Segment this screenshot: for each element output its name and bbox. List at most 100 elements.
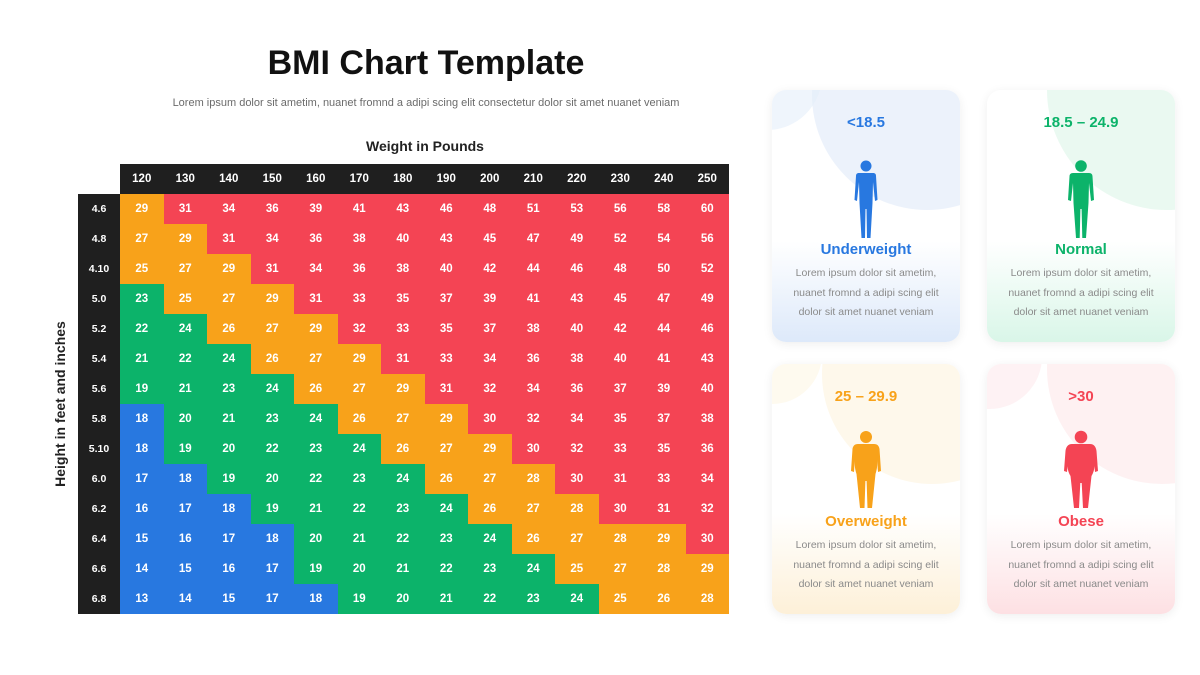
bmi-cell: 44 xyxy=(642,314,686,344)
bmi-cell: 46 xyxy=(555,254,599,284)
category-label: Normal xyxy=(1055,241,1107,258)
bmi-cell: 52 xyxy=(685,254,729,284)
bmi-cell: 27 xyxy=(598,554,642,584)
grid-corner xyxy=(78,164,120,194)
bmi-cell: 16 xyxy=(163,524,207,554)
bmi-cell: 20 xyxy=(294,524,338,554)
desc-line: Lorem ipsum dolor sit ametim, xyxy=(795,267,937,279)
bmi-cell: 23 xyxy=(207,374,251,404)
bmi-cell: 32 xyxy=(555,434,599,464)
bmi-cell: 60 xyxy=(685,194,729,224)
card-normal: 18.5 – 24.9 Normal Lorem ipsum dolor sit… xyxy=(987,90,1175,342)
bmi-cell: 36 xyxy=(511,344,555,374)
bmi-cell: 15 xyxy=(120,524,164,554)
bmi-cell: 26 xyxy=(468,494,512,524)
bmi-cell: 29 xyxy=(685,554,729,584)
bmi-cell: 37 xyxy=(598,374,642,404)
card-description: Lorem ipsum dolor sit ametim, nuanet fro… xyxy=(782,264,950,323)
bmi-cell: 16 xyxy=(120,494,164,524)
bmi-cell: 27 xyxy=(207,284,251,314)
bmi-cell: 14 xyxy=(120,554,164,584)
bmi-cell: 19 xyxy=(163,434,207,464)
bmi-cell: 32 xyxy=(511,404,555,434)
bmi-cell: 44 xyxy=(511,254,555,284)
bmi-cell: 49 xyxy=(685,284,729,314)
obese-person-icon xyxy=(1063,430,1099,515)
bmi-cell: 31 xyxy=(424,374,468,404)
bmi-cell: 27 xyxy=(250,314,294,344)
bmi-range: 18.5 – 24.9 xyxy=(1043,114,1119,131)
height-header: 4.8 xyxy=(78,224,120,254)
bmi-cell: 23 xyxy=(337,464,381,494)
bmi-cell: 43 xyxy=(381,194,425,224)
bmi-cell: 29 xyxy=(294,314,338,344)
bmi-cell: 40 xyxy=(381,224,425,254)
bmi-cell: 47 xyxy=(511,224,555,254)
bmi-cell: 29 xyxy=(207,254,251,284)
bmi-cell: 34 xyxy=(555,404,599,434)
height-header: 5.8 xyxy=(78,404,120,434)
desc-line: Lorem ipsum dolor sit ametim, xyxy=(1010,267,1152,279)
bmi-cell: 28 xyxy=(642,554,686,584)
bmi-cell: 28 xyxy=(598,524,642,554)
bmi-cell: 27 xyxy=(120,224,164,254)
bmi-cell: 53 xyxy=(555,194,599,224)
desc-line: nuanet fromnd a adipi scing elit xyxy=(1008,558,1154,571)
weight-header: 120 xyxy=(120,164,164,194)
bmi-range: <18.5 xyxy=(847,114,885,131)
bmi-cell: 29 xyxy=(337,344,381,374)
y-axis-label-wrap: Height in feet and inches xyxy=(49,194,71,614)
bmi-cell: 23 xyxy=(424,524,468,554)
bmi-cell: 40 xyxy=(424,254,468,284)
bmi-cell: 17 xyxy=(250,554,294,584)
desc-line: Lorem ipsum dolor sit ametim, xyxy=(795,539,937,551)
bmi-cell: 34 xyxy=(685,464,729,494)
bmi-cell: 34 xyxy=(207,194,251,224)
height-header: 5.2 xyxy=(78,314,120,344)
bmi-cell: 32 xyxy=(337,314,381,344)
bmi-cell: 24 xyxy=(381,464,425,494)
weight-header: 160 xyxy=(294,164,338,194)
weight-header: 250 xyxy=(685,164,729,194)
bmi-cell: 31 xyxy=(598,464,642,494)
bmi-cell: 27 xyxy=(337,374,381,404)
bmi-range: 25 – 29.9 xyxy=(834,388,898,405)
decor-circle xyxy=(812,90,960,210)
bmi-cell: 15 xyxy=(163,554,207,584)
bmi-cell: 24 xyxy=(555,584,599,614)
bmi-cell: 56 xyxy=(598,194,642,224)
card-overweight: 25 – 29.9 Overweight Lorem ipsum dolor s… xyxy=(772,364,960,614)
x-axis-label: Weight in Pounds xyxy=(366,138,484,154)
bmi-cell: 26 xyxy=(642,584,686,614)
bmi-cell: 24 xyxy=(163,314,207,344)
bmi-cell: 20 xyxy=(250,464,294,494)
bmi-cell: 29 xyxy=(468,434,512,464)
bmi-cell: 40 xyxy=(555,314,599,344)
bmi-cell: 18 xyxy=(294,584,338,614)
bmi-cell: 36 xyxy=(337,254,381,284)
bmi-cell: 27 xyxy=(381,404,425,434)
bmi-cell: 45 xyxy=(468,224,512,254)
bmi-cell: 23 xyxy=(294,434,338,464)
bmi-cell: 48 xyxy=(468,194,512,224)
bmi-cell: 32 xyxy=(685,494,729,524)
bmi-cell: 47 xyxy=(642,284,686,314)
bmi-cell: 21 xyxy=(294,494,338,524)
bmi-cell: 33 xyxy=(381,314,425,344)
bmi-cell: 30 xyxy=(555,464,599,494)
bmi-cell: 22 xyxy=(424,554,468,584)
bmi-cell: 21 xyxy=(163,374,207,404)
card-description: Lorem ipsum dolor sit ametim, nuanet fro… xyxy=(997,264,1165,323)
weight-header: 230 xyxy=(598,164,642,194)
bmi-cell: 20 xyxy=(381,584,425,614)
bmi-cell: 20 xyxy=(337,554,381,584)
weight-header: 180 xyxy=(381,164,425,194)
bmi-cell: 56 xyxy=(685,224,729,254)
bmi-cell: 34 xyxy=(511,374,555,404)
weight-header: 240 xyxy=(642,164,686,194)
bmi-cell: 29 xyxy=(163,224,207,254)
bmi-cell: 31 xyxy=(294,284,338,314)
bmi-cell: 36 xyxy=(250,194,294,224)
bmi-cell: 33 xyxy=(337,284,381,314)
bmi-cell: 40 xyxy=(598,344,642,374)
